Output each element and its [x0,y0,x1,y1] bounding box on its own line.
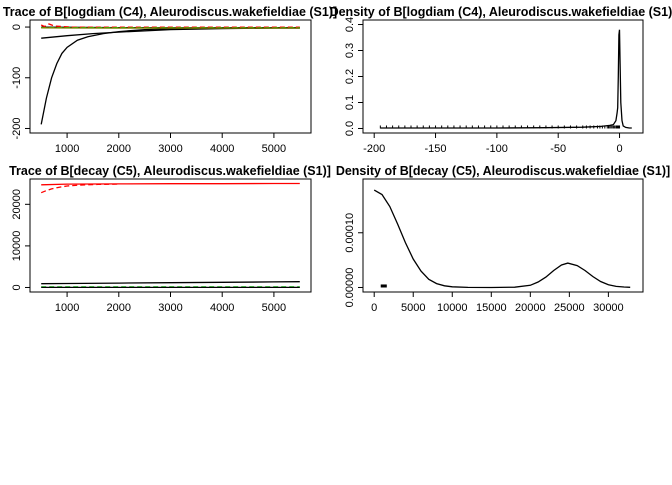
x-tick-label: 3000 [158,143,182,155]
x-tick-label: -200 [363,143,385,155]
y-tick-label: 0.0 [344,121,356,136]
y-tick-label: 0.2 [344,69,356,84]
series-line [41,184,119,193]
x-tick-label: 0 [616,143,622,155]
x-tick-label: 5000 [401,302,425,314]
x-tick-label: 1000 [55,302,79,314]
x-tick-label: -50 [550,143,566,155]
trace-logdiam-panel: Trace of B[logdiam (C4), Aleurodiscus.wa… [3,5,337,155]
y-tick-label: 0.00000 [344,268,356,308]
density-decay-frame [363,179,643,292]
x-tick-label: 10000 [437,302,468,314]
y-tick-label: 0.1 [344,95,356,110]
x-tick-label: 2000 [107,143,131,155]
series-line [380,30,632,128]
series-line [41,184,300,185]
x-tick-label: 5000 [262,302,286,314]
x-tick-label: 30000 [593,302,624,314]
y-tick-label: 20000 [11,189,23,220]
x-tick-label: 20000 [515,302,546,314]
x-tick-label: 0 [371,302,377,314]
y-tick-label: -100 [11,67,23,89]
density-decay-panel: Density of B[decay (C5), Aleurodiscus.wa… [336,164,670,314]
x-tick-label: 3000 [158,302,182,314]
x-tick-label: -100 [486,143,508,155]
x-tick-label: 4000 [210,143,234,155]
density-logdiam-panel: Density of B[logdiam (C4), Aleurodiscus.… [330,5,672,155]
x-tick-label: 15000 [476,302,507,314]
series-line [41,282,300,284]
x-tick-label: 4000 [210,302,234,314]
x-tick-label: 25000 [554,302,585,314]
series-line [41,28,300,125]
y-tick-label: 10000 [11,231,23,262]
series-line [41,28,300,38]
x-tick-label: 2000 [107,302,131,314]
x-tick-label: 1000 [55,143,79,155]
trace-decay-frame [30,179,311,292]
y-tick-label: -200 [11,117,23,139]
series-line [374,190,630,287]
density-logdiam-title: Density of B[logdiam (C4), Aleurodiscus.… [330,5,672,19]
trace-logdiam-frame [30,20,311,133]
y-tick-label: 0.00010 [344,213,356,253]
y-tick-label: 0.4 [344,17,356,32]
y-tick-label: 0.3 [344,43,356,58]
trace-decay-panel: Trace of B[decay (C5), Aleurodiscus.wake… [9,164,331,314]
y-tick-label: 0 [11,284,23,290]
y-tick-label: 0 [11,24,23,30]
x-tick-label: -150 [425,143,447,155]
trace-decay-title: Trace of B[decay (C5), Aleurodiscus.wake… [9,164,331,178]
density-logdiam-frame [363,20,643,133]
trace-logdiam-title: Trace of B[logdiam (C4), Aleurodiscus.wa… [3,5,337,19]
x-tick-label: 5000 [262,143,286,155]
density-decay-title: Density of B[decay (C5), Aleurodiscus.wa… [336,164,670,178]
series-line [41,24,300,27]
